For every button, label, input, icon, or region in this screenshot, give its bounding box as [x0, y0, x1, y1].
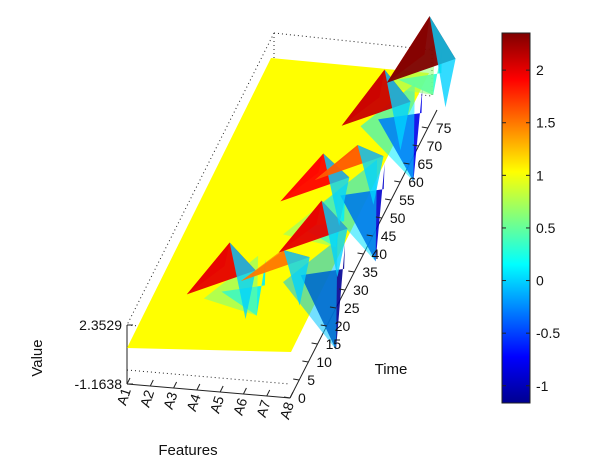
feature-tick-A4: A4 — [183, 392, 204, 413]
value-axis-label: Value — [29, 339, 46, 376]
time-tick-mark-30 — [339, 288, 346, 291]
box-back-left-top-edge — [126, 32, 275, 326]
feature-axis-line — [126, 383, 291, 399]
value-ticks: 2.3529 -1.1638 — [75, 317, 133, 392]
feature-axis-label: Features — [158, 442, 217, 459]
feature-ticks: A1 A2 A3 A4 A5 A6 A7 A8 — [113, 377, 297, 421]
time-tick-60: 60 — [408, 174, 424, 190]
feature-tick-mark-4 — [219, 385, 224, 393]
time-tick-mark-0 — [283, 396, 291, 399]
value-tick-bottom: -1.1638 — [75, 376, 123, 392]
box-back-top-edge — [273, 32, 433, 51]
colorbar-gradient — [501, 32, 531, 404]
surface-peak-side-6 — [429, 16, 456, 108]
time-tick-mark-45 — [366, 234, 373, 237]
time-tick-35: 35 — [362, 264, 378, 280]
box-floor-front-edge — [126, 369, 291, 385]
time-tick-mark-70 — [412, 144, 419, 147]
time-tick-70: 70 — [427, 138, 443, 154]
colorbar-tick-0: 2 — [536, 62, 544, 78]
time-tick-5: 5 — [307, 372, 315, 388]
time-tick-mark-25 — [329, 306, 337, 309]
time-tick-mark-10 — [302, 360, 309, 363]
time-tick-15: 15 — [326, 336, 342, 352]
feature-tick-A8: A8 — [276, 400, 297, 421]
time-tick-40: 40 — [372, 246, 388, 262]
colorbar: 2 1.5 1 0.5 0 -0.5 -1 — [501, 32, 560, 404]
surface-peak-side-2 — [321, 200, 348, 278]
colorbar-tick-4: 0 — [536, 273, 544, 289]
colorbar-tick-6: -1 — [536, 378, 549, 394]
time-tick-75: 75 — [436, 120, 452, 136]
time-tick-mark-15 — [311, 342, 318, 345]
surface-features — [186, 16, 456, 350]
feature-tick-mark-2 — [173, 381, 178, 389]
surface-trough-halo-3 — [322, 159, 378, 262]
value-tick-top: 2.3529 — [79, 317, 122, 333]
time-tick-45: 45 — [381, 228, 397, 244]
time-tick-mark-50 — [375, 216, 382, 219]
feature-tick-mark-3 — [196, 383, 201, 391]
time-tick-50: 50 — [390, 210, 406, 226]
colorbar-tick-2: 1 — [536, 167, 544, 183]
time-tick-mark-55 — [384, 198, 392, 201]
feature-tick-A3: A3 — [160, 390, 181, 411]
time-tick-mark-40 — [357, 252, 364, 255]
time-tick-mark-60 — [394, 180, 401, 183]
feature-tick-mark-0 — [126, 377, 131, 385]
surface-peak-shade-1 — [240, 250, 284, 282]
time-tick-30: 30 — [353, 282, 369, 298]
colorbar-tick-5: -0.5 — [536, 325, 560, 341]
feature-tick-A6: A6 — [230, 396, 251, 417]
colorbar-tick-3: 0.5 — [536, 220, 556, 236]
feature-tick-A1: A1 — [113, 386, 134, 407]
time-tick-20: 20 — [335, 318, 351, 334]
surface-peak-side-0 — [229, 242, 256, 319]
time-tick-55: 55 — [399, 192, 415, 208]
time-tick-25: 25 — [344, 300, 360, 316]
surface-plot — [127, 16, 456, 352]
feature-tick-A2: A2 — [137, 388, 158, 409]
feature-tick-mark-7 — [289, 391, 294, 399]
feature-tick-mark-5 — [242, 387, 247, 395]
surface-trough-halo-1 — [283, 239, 338, 350]
time-tick-65: 65 — [417, 156, 433, 172]
colorbar-tick-1: 1.5 — [536, 115, 556, 131]
colorbar-ticks: 2 1.5 1 0.5 0 -0.5 -1 — [502, 62, 560, 394]
feature-tick-A5: A5 — [206, 394, 227, 415]
time-tick-0: 0 — [298, 390, 306, 406]
feature-tick-A7: A7 — [253, 398, 274, 419]
time-tick-mark-65 — [403, 162, 410, 165]
time-tick-mark-35 — [348, 270, 355, 273]
time-tick-mark-75 — [421, 126, 428, 129]
feature-tick-mark-6 — [266, 389, 271, 397]
time-tick-10: 10 — [316, 354, 332, 370]
surface-peak-side-4 — [357, 144, 384, 205]
surface-peak-side-1 — [283, 250, 310, 306]
feature-tick-mark-1 — [149, 379, 154, 387]
time-tick-mark-5 — [293, 378, 300, 381]
surface-peak-side-5 — [384, 69, 411, 151]
time-axis-label: Time — [375, 361, 408, 378]
time-tick-mark-20 — [320, 324, 327, 327]
